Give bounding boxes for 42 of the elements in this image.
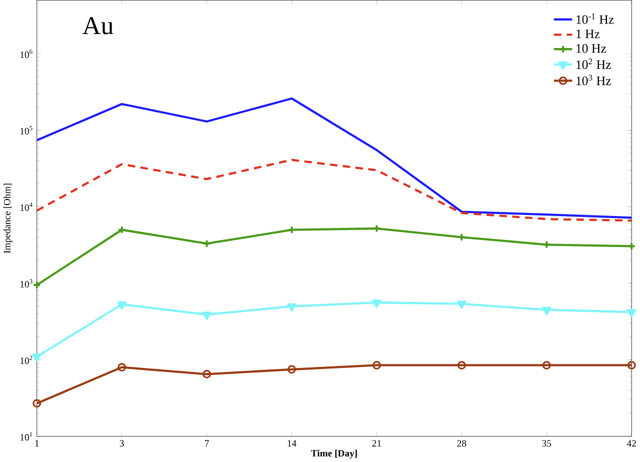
point (288, 365, 296, 374)
point (542, 306, 552, 315)
point (626, 308, 636, 318)
point (32, 354, 42, 362)
legend-label: 10$^{-1}$ Hz (576, 13, 614, 24)
y-axis-title: Impedance [Ohm] (4, 184, 12, 254)
point (542, 240, 551, 249)
y-tick-label: 10$^{2}$ (20, 356, 32, 364)
y-tick-label: 10$^{5}$ (20, 126, 32, 134)
y-tick-label: 10$^{1}$ (20, 432, 32, 441)
line-series (36, 97, 632, 219)
x-tick-label: 35 (542, 440, 552, 447)
x-tick-label: 3 (120, 440, 124, 447)
point (202, 239, 211, 248)
x-axis-title: Time [Day] (311, 450, 357, 458)
annotation: Au (82, 17, 114, 34)
y-tick-label: 10$^{6}$ (20, 49, 32, 58)
line-series (36, 158, 632, 222)
legend-label: 10$^{3}$ Hz (576, 74, 611, 86)
point (118, 226, 126, 234)
point (542, 360, 551, 370)
point (372, 360, 381, 370)
x-tick-label: 7 (205, 440, 209, 446)
point (457, 360, 466, 370)
point (372, 299, 382, 308)
point (457, 300, 466, 309)
point (117, 301, 126, 310)
x-tick-label: 1 (35, 440, 39, 446)
point (118, 362, 126, 372)
y-tick-label: 10$^{4}$ (20, 202, 32, 211)
x-tick-label: 28 (457, 440, 466, 447)
point (288, 226, 296, 234)
legend-label: 10 Hz (576, 44, 606, 53)
x-tick-label: 21 (372, 440, 381, 446)
x-tick-label: 42 (626, 440, 636, 446)
y-tick-label: 10$^{3}$ (20, 279, 32, 288)
point (202, 311, 212, 320)
legend-label: 1 Hz (576, 30, 600, 38)
x-tick-label: 14 (288, 440, 296, 446)
point (287, 303, 296, 312)
legend-label: 10$^{2}$ Hz (576, 58, 611, 69)
point (202, 370, 212, 378)
